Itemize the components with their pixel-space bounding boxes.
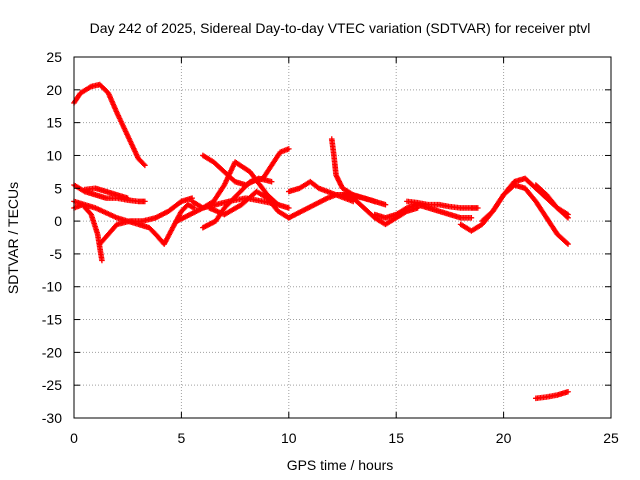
- data-point: [142, 198, 148, 205]
- series-trace-21: [533, 388, 571, 402]
- y-tick-label: 20: [46, 82, 62, 98]
- series-trace-3: [71, 201, 105, 264]
- y-axis-label: SDTVAR / TECUs: [5, 182, 21, 294]
- y-tick-label: 15: [46, 115, 62, 131]
- x-tick-label: 25: [603, 430, 619, 446]
- series-trace-15: [339, 192, 421, 228]
- y-tick-label: -30: [42, 410, 62, 426]
- data-point: [468, 215, 475, 221]
- data-point: [142, 162, 148, 169]
- data-point: [124, 195, 131, 201]
- data-point: [275, 201, 281, 208]
- data-point: [286, 205, 292, 211]
- plot-frame: [73, 56, 612, 419]
- chart-title: Day 242 of 2025, Sidereal Day-to-day VTE…: [90, 20, 591, 36]
- series-trace-18: [457, 182, 571, 247]
- data-point: [274, 200, 280, 207]
- data-series: [71, 81, 571, 402]
- data-point: [141, 161, 147, 168]
- series-trace-1: [71, 81, 148, 169]
- x-tick-label: 0: [70, 430, 78, 446]
- series-trace-17: [404, 198, 481, 211]
- grid-lines: [74, 57, 611, 418]
- x-tick-label: 10: [281, 430, 297, 446]
- y-axis: -30 -25 -20 -15 -10 -5 0 5 10 15 20 25: [42, 49, 611, 426]
- y-tick-label: -20: [42, 344, 62, 360]
- data-point: [565, 388, 571, 395]
- series-trace-11: [206, 188, 292, 221]
- data-point: [565, 241, 571, 247]
- data-point: [565, 211, 571, 218]
- data-point: [382, 201, 389, 208]
- x-axis-label: GPS time / hours: [287, 457, 394, 473]
- series-trace-10: [200, 152, 275, 188]
- series-trace-20: [533, 182, 571, 218]
- data-point: [99, 257, 105, 264]
- data-point: [475, 205, 481, 211]
- y-tick-label: -10: [42, 279, 62, 295]
- series-trace-19: [479, 175, 571, 224]
- data-point: [371, 198, 378, 205]
- x-tick-label: 15: [388, 430, 404, 446]
- y-tick-label: -15: [42, 312, 62, 328]
- data-point: [564, 240, 570, 246]
- data-point: [286, 146, 292, 152]
- y-tick-label: 10: [46, 147, 62, 163]
- x-axis: 0 5 10 15 20 25: [70, 57, 619, 446]
- x-tick-label: 20: [496, 430, 512, 446]
- series-trace-6: [81, 185, 131, 201]
- y-tick-label: 0: [54, 213, 62, 229]
- data-point: [268, 178, 275, 185]
- y-tick-label: 5: [54, 180, 62, 196]
- y-tick-label: 25: [46, 49, 62, 65]
- y-tick-label: -25: [42, 377, 62, 393]
- series-trace-9: [200, 146, 292, 231]
- y-tick-label: -5: [50, 246, 63, 262]
- x-tick-label: 5: [178, 430, 186, 446]
- series-trace-14: [328, 136, 378, 205]
- series-trace-5: [96, 195, 195, 247]
